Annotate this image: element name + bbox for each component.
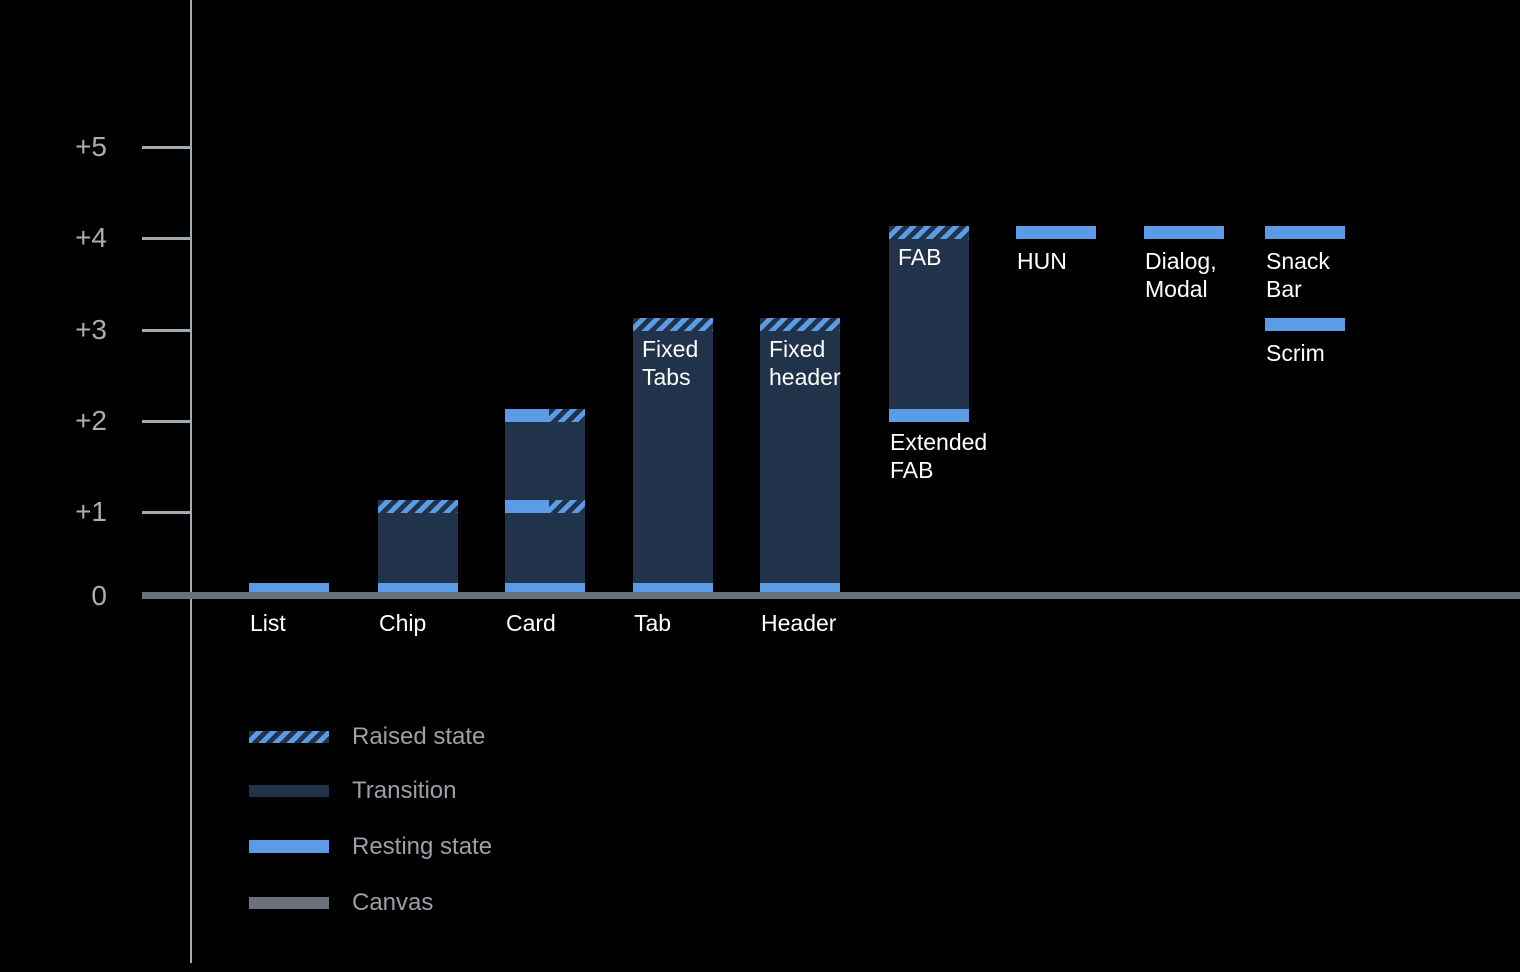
dialog-modal-resting-segment xyxy=(1144,226,1224,239)
y-tick-label-5: +5 xyxy=(75,131,107,162)
y-axis-line xyxy=(190,0,192,963)
bar-card xyxy=(505,0,585,972)
extended-fab-raised-cap xyxy=(889,226,969,239)
y-tick-label-1: +1 xyxy=(75,496,107,527)
snack-bar-resting-segment xyxy=(1265,226,1345,239)
legend-item-canvas: Canvas xyxy=(249,888,669,918)
chip-raised-cap xyxy=(378,500,458,513)
y-tick-label-2: +2 xyxy=(75,405,107,436)
scrim-resting-segment xyxy=(1265,318,1345,331)
dialog-modal-label: Dialog, Modal xyxy=(1145,248,1217,302)
resting-swatch-icon xyxy=(249,840,329,853)
extended-fab-resting-segment xyxy=(889,409,969,422)
hun-label: HUN xyxy=(1017,248,1067,274)
list-category-label: List xyxy=(250,610,286,636)
bar-snack-bar xyxy=(1265,0,1345,972)
card-level1-raised-cap xyxy=(549,500,585,513)
canvas-swatch-icon xyxy=(249,897,329,909)
extended-fab-label: FAB xyxy=(898,244,942,270)
tab-category-label: Tab xyxy=(634,610,672,636)
bar-scrim xyxy=(1265,0,1345,972)
y-tick-3 xyxy=(142,329,192,332)
legend-label-transition: Transition xyxy=(352,777,457,804)
tab-raised-cap xyxy=(633,318,713,331)
raised-swatch-icon xyxy=(249,731,329,743)
chip-transition-segment xyxy=(378,500,458,592)
y-tick-4 xyxy=(142,237,192,240)
bar-dialog-modal xyxy=(1144,0,1224,972)
card-category-label: Card xyxy=(506,610,556,636)
y-tick-1 xyxy=(142,511,192,514)
header-category-label: Header xyxy=(761,610,837,636)
bar-chip xyxy=(378,0,458,972)
legend: Raised state Transition Resting state Canva… xyxy=(249,0,669,972)
bar-hun xyxy=(1016,0,1096,972)
header-transition-segment xyxy=(760,318,840,592)
list-resting-segment xyxy=(249,583,329,592)
header-raised-cap xyxy=(760,318,840,331)
bar-list xyxy=(249,0,329,972)
transition-swatch-icon xyxy=(249,785,329,797)
chip-category-label: Chip xyxy=(379,610,427,636)
tab-label: Fixed Tabs xyxy=(642,336,699,390)
y-tick-label-4: +4 xyxy=(75,222,107,253)
hun-resting-segment xyxy=(1016,226,1096,239)
legend-label-resting: Resting state xyxy=(352,833,493,860)
card-resting-cap xyxy=(505,409,549,422)
legend-label-raised: Raised state xyxy=(352,723,486,750)
y-tick-5 xyxy=(142,146,192,149)
tab-resting-segment xyxy=(633,583,713,592)
legend-item-raised: Raised state xyxy=(249,722,669,752)
extended-fab-label: Extended FAB xyxy=(890,429,988,483)
header-label: Fixed header xyxy=(769,336,841,390)
card-resting-segment xyxy=(505,583,585,592)
legend-item-transition: Transition xyxy=(249,776,669,806)
tab-transition-segment xyxy=(633,318,713,592)
y-tick-label-0: 0 xyxy=(91,580,107,611)
card-raised-cap xyxy=(549,409,585,422)
legend-item-resting: Resting state xyxy=(249,832,669,862)
y-tick-label-3: +3 xyxy=(75,314,107,345)
chip-resting-segment xyxy=(378,583,458,592)
header-resting-segment xyxy=(760,583,840,592)
scrim-label: Scrim xyxy=(1266,340,1325,366)
card-level1-resting-cap xyxy=(505,500,549,513)
canvas-baseline xyxy=(142,592,1520,599)
snack-bar-label: Snack Bar xyxy=(1266,248,1330,302)
bar-header xyxy=(760,0,840,972)
y-tick-2 xyxy=(142,420,192,423)
legend-label-canvas: Canvas xyxy=(352,889,434,916)
bar-tab xyxy=(633,0,713,972)
bar-extended-fab xyxy=(889,0,969,972)
extended-fab-transition-segment xyxy=(889,226,969,422)
